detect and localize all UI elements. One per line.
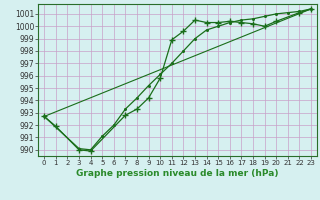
X-axis label: Graphe pression niveau de la mer (hPa): Graphe pression niveau de la mer (hPa) (76, 169, 279, 178)
